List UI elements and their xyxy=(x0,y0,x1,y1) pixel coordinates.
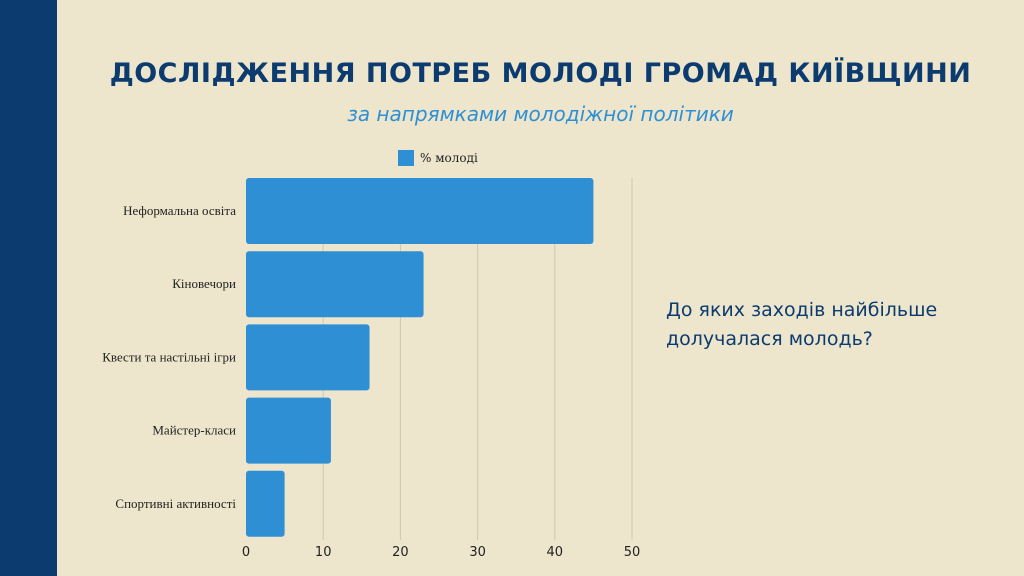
category-label: Спортивні активності xyxy=(115,496,236,511)
x-tick-label: 50 xyxy=(624,545,641,560)
x-tick-label: 0 xyxy=(242,545,250,560)
category-label: Майстер-класи xyxy=(152,423,236,438)
x-tick-label: 30 xyxy=(469,545,486,560)
chart-legend: % молоді xyxy=(398,150,478,166)
sidebar-band xyxy=(0,0,57,576)
page-subtitle: за напрямками молодіжної політики xyxy=(347,102,734,126)
legend-label: % молоді xyxy=(420,151,478,165)
question-text: До яких заходів найбільше долучалася мол… xyxy=(666,299,938,350)
category-label: Неформальна освіта xyxy=(123,203,236,218)
bar xyxy=(246,397,331,464)
bar xyxy=(246,470,285,537)
x-tick-label: 40 xyxy=(547,545,564,560)
page-title: ДОСЛІДЖЕННЯ ПОТРЕБ МОЛОДІ ГРОМАД КИЇВЩИН… xyxy=(109,58,972,89)
x-tick-label: 20 xyxy=(392,545,409,560)
bar xyxy=(246,251,424,318)
category-label: Квести та настільні ігри xyxy=(102,349,236,364)
bar xyxy=(246,324,370,391)
category-label: Кіновечори xyxy=(172,276,236,291)
bar xyxy=(246,178,594,244)
legend-swatch xyxy=(398,150,414,166)
x-tick-label: 10 xyxy=(315,545,332,560)
